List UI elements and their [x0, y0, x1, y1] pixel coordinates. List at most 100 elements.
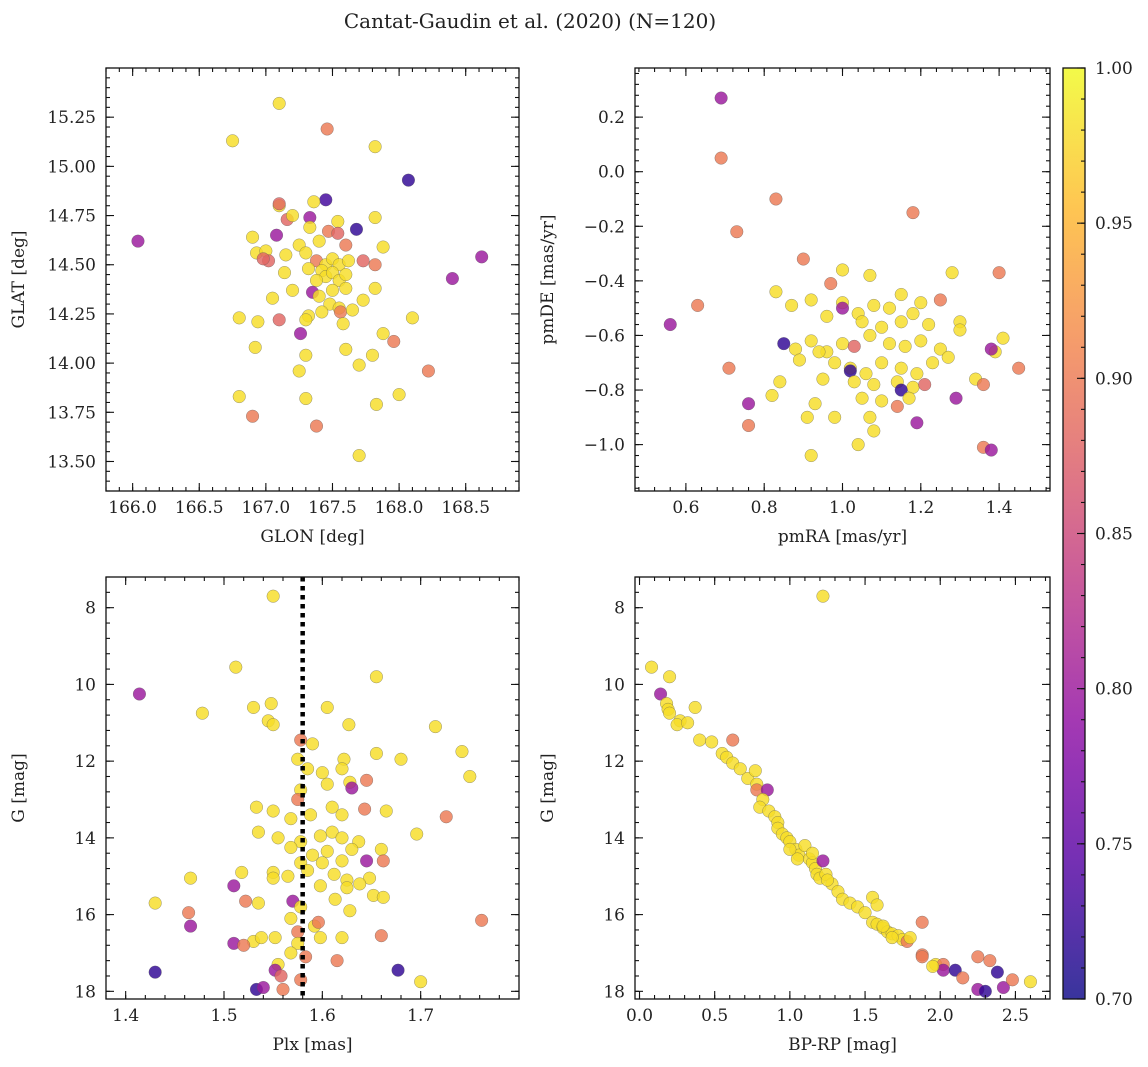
data-point [894, 361, 908, 375]
data-point [730, 225, 744, 239]
x-tick-label: 1.4 [112, 1006, 139, 1026]
data-point [320, 777, 334, 791]
data-point [266, 871, 280, 885]
data-point [227, 879, 241, 893]
data-point [339, 342, 353, 356]
x-tick-label: 166.5 [175, 498, 224, 518]
data-point [439, 810, 453, 824]
data-point [953, 323, 967, 337]
data-point [327, 867, 341, 881]
y-tick-label: −0.2 [584, 217, 625, 237]
data-point [894, 315, 908, 329]
data-point [828, 410, 842, 424]
data-point [256, 980, 270, 995]
data-point [353, 877, 367, 891]
data-point [875, 356, 889, 370]
colorbar-tick-label: 0.85 [1095, 525, 1133, 545]
data-point [335, 762, 349, 776]
data-point [268, 931, 282, 945]
data-point [368, 140, 382, 154]
x-axis-label: Plx [mas] [272, 1035, 352, 1055]
data-point [284, 946, 298, 960]
data-point [320, 122, 334, 136]
data-point [858, 906, 872, 920]
data-point [352, 358, 366, 372]
colorbar: 0.70 0.75 0.80 0.85 0.90 0.95 1.00 [1062, 59, 1133, 1010]
data-point [254, 931, 268, 945]
data-point [331, 226, 345, 240]
data-point [475, 250, 489, 264]
data-point [148, 965, 162, 979]
data-point [691, 298, 705, 312]
data-point [303, 808, 318, 822]
data-point [307, 195, 321, 209]
data-point [345, 303, 360, 317]
data-point [769, 285, 783, 299]
data-point [232, 311, 246, 325]
x-tick-label: 168.5 [441, 498, 490, 518]
data-point [365, 348, 380, 362]
data-point [847, 375, 861, 389]
data-point [392, 388, 406, 402]
data-point [863, 268, 877, 282]
data-point [918, 378, 932, 392]
data-point [882, 337, 897, 351]
data-point [299, 348, 313, 362]
data-point [272, 96, 286, 110]
data-point [299, 313, 313, 327]
data-point [945, 266, 959, 280]
data-point [421, 364, 435, 378]
data-point [376, 890, 390, 904]
data-point [828, 356, 842, 370]
data-point [277, 266, 292, 280]
data-point [693, 733, 707, 747]
colorbar-gradient [1063, 68, 1085, 999]
data-point [859, 367, 873, 381]
data-point [726, 733, 740, 747]
data-point [266, 804, 280, 818]
data-point [195, 706, 209, 720]
data-point [824, 277, 838, 291]
x-tick-label: 168.0 [375, 498, 424, 518]
data-point [876, 919, 890, 933]
data-point [339, 268, 353, 282]
data-point [374, 929, 388, 943]
data-point [976, 378, 990, 392]
panel-glon-glat: 166.0 166.5 167.0 167.5 168.0 168.5 13.50 13.75… [9, 67, 520, 547]
data-point [783, 842, 797, 856]
panel-bprp-g: 0.0 0.5 1.0 1.5 2.0 2.5 8 10 12 14 16 18 BP-RP [mag]… [538, 576, 1051, 1055]
data-point [903, 931, 917, 945]
data-point [362, 871, 377, 885]
data-point [870, 898, 884, 912]
x-tick-label: 2.0 [927, 1006, 954, 1026]
data-point [368, 258, 382, 272]
axes-frame [634, 67, 1051, 492]
data-point [820, 309, 834, 323]
data-point [368, 210, 382, 225]
data-point [246, 230, 260, 244]
data-point [284, 812, 298, 826]
data-point [851, 438, 865, 452]
y-tick-label: −1.0 [584, 436, 625, 456]
data-point [311, 915, 325, 929]
y-axis-label: GLAT [deg] [9, 230, 29, 328]
data-point [313, 931, 327, 945]
data-point [320, 844, 334, 858]
data-point [401, 173, 415, 187]
scatter-points [131, 96, 489, 463]
data-point [315, 305, 329, 319]
data-point [368, 281, 382, 295]
data-point [990, 965, 1004, 979]
data-point [251, 825, 265, 839]
data-point [445, 271, 459, 286]
data-point [410, 827, 424, 841]
x-tick-label: 1.7 [407, 1006, 434, 1026]
y-tick-label: 16 [74, 906, 96, 926]
data-point [804, 448, 818, 463]
data-point [769, 192, 783, 206]
data-point [313, 879, 327, 893]
data-point [299, 246, 313, 260]
data-point [971, 950, 985, 964]
data-point [922, 317, 936, 332]
data-point [349, 222, 364, 236]
